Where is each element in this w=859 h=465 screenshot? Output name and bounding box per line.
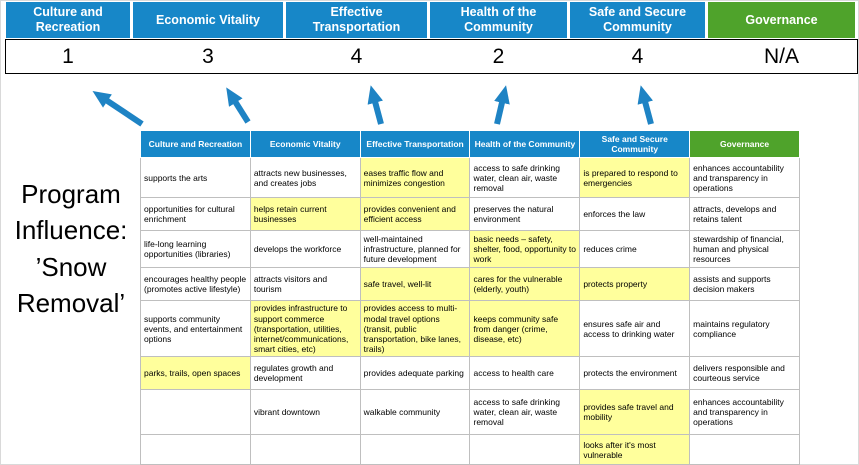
matrix-cell xyxy=(140,434,251,465)
matrix-cell: supports community events, and entertain… xyxy=(140,300,251,358)
matrix-header-health-of-the-community: Health of the Community xyxy=(469,129,581,159)
program-influence-label: Program Influence: ’Snow Removal’ xyxy=(2,176,140,322)
matrix-cell: well-maintained infrastructure, planned … xyxy=(359,230,471,269)
matrix-cell xyxy=(140,389,251,436)
matrix-cell xyxy=(359,434,471,465)
category-header-governance: Governance xyxy=(708,2,855,38)
matrix-row-0: supports the arts attracts new businesses… xyxy=(140,157,800,199)
matrix-cell: attracts visitors and tourism xyxy=(249,267,361,302)
score-effective-transportation: 4 xyxy=(350,44,363,68)
influence-matrix-table: Culture and Recreation Economic Vitality E… xyxy=(140,129,800,465)
matrix-cell: enhances accountability and transparency… xyxy=(689,389,800,436)
score-economic-vitality: 3 xyxy=(202,44,214,68)
matrix-header-row: Culture and Recreation Economic Vitality E… xyxy=(140,129,800,159)
matrix-cell: looks after it's most vulnerable xyxy=(579,434,691,465)
matrix-cell xyxy=(689,434,800,465)
program-label-line: Influence: xyxy=(14,215,128,246)
matrix-cell: delivers responsible and courteous servi… xyxy=(689,356,800,391)
matrix-cell: maintains regulatory compliance xyxy=(689,300,800,358)
matrix-row-2: life-long learning opportunities (librar… xyxy=(140,230,800,269)
score-safe-and-secure-community: 4 xyxy=(631,44,644,68)
score-health-of-the-community: 2 xyxy=(492,44,505,68)
category-header-health-of-the-community: Health of the Community xyxy=(430,2,567,38)
matrix-cell: develops the workforce xyxy=(249,230,361,269)
up-arrow-icon xyxy=(367,85,384,125)
score-culture-and-recreation: 1 xyxy=(62,44,74,68)
category-header-effective-transportation: Effective Transportation xyxy=(286,2,427,38)
up-arrow-icon xyxy=(494,85,510,125)
matrix-cell: safe travel, well-lit xyxy=(359,267,471,302)
category-header-band: Culture and Recreation Economic Vitality E… xyxy=(6,2,855,38)
matrix-cell: basic needs – safety, shelter, food, opp… xyxy=(469,230,581,269)
matrix-cell: parks, trails, open spaces xyxy=(140,356,251,391)
matrix-cell: reduces crime xyxy=(579,230,691,269)
matrix-body: supports the arts attracts new businesses… xyxy=(140,157,800,465)
matrix-cell: attracts new businesses, and creates job… xyxy=(249,157,361,199)
matrix-cell: enforces the law xyxy=(579,197,691,232)
matrix-cell: provides adequate parking xyxy=(359,356,471,391)
matrix-cell: protects property xyxy=(579,267,691,302)
program-label-line: ’Snow xyxy=(35,251,107,282)
matrix-cell: life-long learning opportunities (librar… xyxy=(140,230,251,269)
matrix-row-6: vibrant downtown walkable community access… xyxy=(140,389,800,436)
matrix-header-governance: Governance xyxy=(689,129,800,159)
matrix-row-7: looks after it's most vulnerable xyxy=(140,434,800,465)
matrix-cell: protects the environment xyxy=(579,356,691,391)
matrix-cell: stewardship of financial, human and phys… xyxy=(689,230,800,269)
matrix-cell: access to safe drinking water, clean air… xyxy=(469,389,581,436)
matrix-header-effective-transportation: Effective Transportation xyxy=(359,129,471,159)
matrix-cell: provides safe travel and mobility xyxy=(579,389,691,436)
matrix-cell: attracts, develops and retains talent xyxy=(689,197,800,232)
category-header-culture-and-recreation: Culture and Recreation xyxy=(6,2,130,38)
matrix-cell: is prepared to respond to emergencies xyxy=(579,157,691,199)
matrix-row-4: supports community events, and entertain… xyxy=(140,300,800,358)
up-arrow-icon xyxy=(92,91,144,127)
matrix-cell: encourages healthy people (promotes acti… xyxy=(140,267,251,302)
matrix-cell: provides infrastructure to support comme… xyxy=(249,300,361,358)
matrix-cell: preserves the natural environment xyxy=(469,197,581,232)
score-band: 1 3 4 2 4 N/A xyxy=(5,39,858,74)
up-arrow-icon xyxy=(226,87,251,124)
matrix-cell: provides convenient and efficient access xyxy=(359,197,471,232)
matrix-cell: provides access to multi-modal travel op… xyxy=(359,300,471,358)
matrix-cell: access to health care xyxy=(469,356,581,391)
matrix-header-safe-and-secure-community: Safe and Secure Community xyxy=(579,129,691,159)
matrix-row-5: parks, trails, open spaces regulates grow… xyxy=(140,356,800,391)
matrix-cell: helps retain current businesses xyxy=(249,197,361,232)
program-label-line: Removal’ xyxy=(16,288,126,319)
matrix-cell: ensures safe air and access to drinking … xyxy=(579,300,691,358)
up-arrow-icon xyxy=(637,85,654,125)
matrix-cell: access to safe drinking water, clean air… xyxy=(469,157,581,199)
matrix-cell: vibrant downtown xyxy=(249,389,361,436)
matrix-header-culture-and-recreation: Culture and Recreation xyxy=(140,129,251,159)
matrix-row-1: opportunities for cultural enrichment hel… xyxy=(140,197,800,232)
matrix-cell: enhances accountability and transparency… xyxy=(689,157,800,199)
matrix-row-3: encourages healthy people (promotes acti… xyxy=(140,267,800,302)
matrix-cell: assists and supports decision makers xyxy=(689,267,800,302)
matrix-cell: eases traffic flow and minimizes congest… xyxy=(359,157,471,199)
matrix-cell: supports the arts xyxy=(140,157,251,199)
category-header-safe-and-secure-community: Safe and Secure Community xyxy=(570,2,705,38)
matrix-cell: walkable community xyxy=(359,389,471,436)
matrix-cell: regulates growth and development xyxy=(249,356,361,391)
score-governance: N/A xyxy=(763,44,799,68)
matrix-cell xyxy=(469,434,581,465)
matrix-cell: keeps community safe from danger (crime,… xyxy=(469,300,581,358)
program-label-line: Program xyxy=(21,179,121,209)
category-header-economic-vitality: Economic Vitality xyxy=(133,2,283,38)
matrix-cell: opportunities for cultural enrichment xyxy=(140,197,251,232)
matrix-cell: cares for the vulnerable (elderly, youth… xyxy=(469,267,581,302)
matrix-header-economic-vitality: Economic Vitality xyxy=(249,129,361,159)
matrix-cell xyxy=(249,434,361,465)
